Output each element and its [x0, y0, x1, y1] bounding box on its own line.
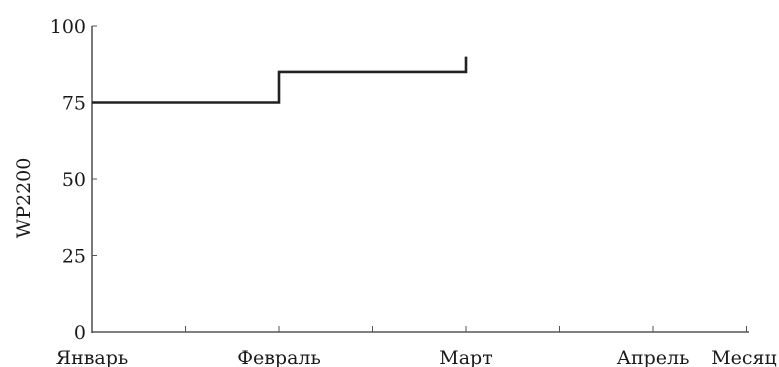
series-step-line [92, 56, 468, 104]
y-axis: 0 25 50 75 100 [50, 16, 97, 344]
x-tick-label: Апрель [617, 347, 690, 367]
series-layer [92, 56, 468, 104]
y-tick-label: 0 [74, 322, 86, 344]
x-axis-title: Месяц [711, 347, 777, 367]
y-tick-label: 50 [62, 169, 86, 191]
x-tick-label: Март [439, 347, 492, 367]
y-tick-label: 100 [50, 16, 86, 38]
x-axis: Январь Февраль Март Апрель [56, 326, 749, 367]
x-tick-label: Январь [56, 347, 129, 367]
y-tick-label: 75 [62, 93, 86, 115]
y-tick-label: 25 [62, 246, 86, 268]
y-axis-title: WP2200 [13, 158, 35, 239]
x-tick-label: Февраль [237, 347, 321, 367]
